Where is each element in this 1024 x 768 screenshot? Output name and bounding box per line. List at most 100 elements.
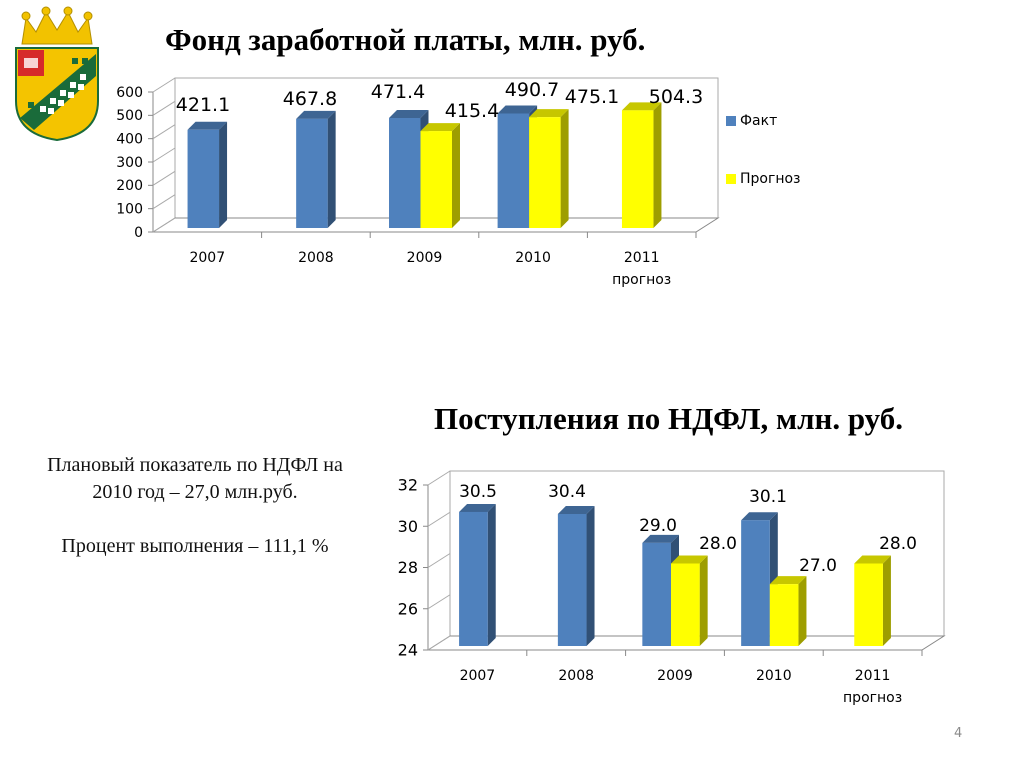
c2-data-label: 30.1 [749, 487, 787, 507]
c2-bar-forecast [854, 563, 883, 646]
c2-bar-side [586, 506, 595, 646]
c2-y-tick-label: 32 [398, 476, 418, 495]
c2-bar-top [459, 503, 496, 512]
c2-y-tick-label: 30 [398, 517, 418, 536]
c1-bar-forecast [621, 110, 654, 228]
c2-bar-top [769, 576, 807, 585]
c1-data-label: 471.4 [371, 81, 425, 103]
c1-y-tick-label: 300 [116, 155, 143, 171]
c1-y-tick-label: 600 [116, 85, 143, 101]
c2-y-tick-diag [427, 511, 451, 527]
c2-bar-top [854, 555, 891, 564]
c2-data-label: 30.5 [459, 482, 497, 502]
c1-x-tick-label: 2009 [407, 250, 443, 266]
c2-bar-side [699, 555, 708, 646]
legend-swatch-fact [726, 116, 736, 126]
c1-x-tick-label: прогноз [612, 272, 671, 288]
c1-y-tick-diag [152, 100, 176, 116]
c1-y-tick-diag [152, 77, 176, 93]
c1-bar-top [529, 109, 569, 118]
chart1-title: Фонд заработной платы, млн. руб. [165, 22, 646, 57]
c2-bar-forecast [671, 563, 700, 646]
c1-y-tick-diag [152, 124, 176, 140]
c1-x-tick-label: 2007 [189, 250, 225, 266]
c1-bar-fact [389, 118, 421, 228]
c2-x-tick-label: 2009 [657, 668, 693, 684]
c1-y-tick-label: 200 [116, 178, 143, 194]
c1-data-label: 504.3 [649, 86, 703, 108]
c2-y-tick-label: 28 [398, 558, 418, 577]
c1-x-tick-label: 2008 [298, 250, 334, 266]
c2-data-label: 29.0 [639, 516, 677, 536]
c1-bar-side [653, 102, 662, 228]
c1-y-tick-diag [152, 170, 176, 186]
c1-y-tick-label: 500 [116, 108, 143, 124]
c2-x-tick-label: 2010 [756, 668, 792, 684]
c2-bar-top [642, 534, 679, 543]
c2-y-tick-diag [427, 594, 451, 610]
c1-data-label: 415.4 [445, 100, 499, 122]
c1-y-tick-label: 0 [134, 225, 143, 241]
c1-bar-top [296, 110, 336, 119]
c1-bar-top [497, 105, 538, 114]
c1-data-label: 490.7 [505, 79, 559, 101]
chart2-title: Поступления по НДФЛ, млн. руб. [434, 401, 904, 436]
plan-note-line-1: Плановый показатель по НДФЛ на 2010 год … [47, 454, 343, 503]
plan-note-line-2: Процент выполнения – 111,1 % [61, 535, 329, 557]
c1-y-tick-diag [152, 147, 176, 163]
page-number: 4 [954, 726, 963, 741]
c1-bar-side [327, 110, 336, 228]
c1-data-label: 421.1 [176, 94, 230, 116]
c1-data-label: 467.8 [283, 88, 337, 110]
c1-bar-fact [497, 113, 530, 228]
c2-bar-top [557, 506, 595, 514]
c1-x-tick-label: 2010 [515, 250, 551, 266]
c2-x-tick-label: 2008 [558, 668, 594, 684]
legend-label-fact: Факт [740, 113, 778, 129]
c1-bar-forecast [420, 131, 452, 228]
c1-bar-side [560, 109, 569, 228]
c2-data-label: 28.0 [699, 534, 737, 554]
c1-y-tick-label: 400 [116, 132, 143, 148]
c2-y-tick-label: 26 [398, 599, 418, 618]
c2-x-tick-label: 2011 [855, 668, 891, 684]
plan-note: Плановый показатель по НДФЛ на 2010 год … [30, 452, 360, 560]
c2-bar-fact [557, 514, 587, 646]
legend-item-forecast: Прогноз [726, 171, 801, 187]
c1-bar-top [187, 121, 228, 130]
c2-bar-side [798, 576, 807, 646]
c2-bar-top [741, 512, 778, 521]
legend-label-forecast: Прогноз [740, 171, 801, 187]
c1-bar-fact [296, 118, 328, 228]
legend-swatch-forecast [726, 174, 736, 184]
c1-y-tick-diag [152, 194, 176, 210]
c2-bar-top [671, 555, 708, 564]
c2-y-tick-diag [427, 470, 451, 486]
c2-x-tick-label: прогноз [843, 690, 902, 706]
c2-bar-side [487, 503, 496, 646]
c1-x-tick-label: 2011 [624, 250, 660, 266]
c2-x-tick-label: 2007 [460, 668, 496, 684]
c1-bar-forecast [529, 117, 561, 228]
c1-bar-top [389, 110, 429, 119]
c2-y-tick-label: 24 [398, 641, 418, 660]
c1-bar-fact [187, 129, 220, 228]
c2-bar-side [882, 555, 891, 646]
c2-y-tick-diag [427, 635, 451, 651]
c1-data-label: 475.1 [565, 86, 619, 108]
c1-bar-side [451, 123, 460, 228]
legend-item-fact: Факт [726, 113, 777, 129]
c1-y-tick-label: 100 [116, 202, 143, 218]
c2-bar-fact [642, 542, 671, 646]
c2-data-label: 30.4 [548, 482, 586, 502]
c2-data-label: 27.0 [799, 556, 837, 576]
c2-data-label: 28.0 [879, 534, 917, 554]
c2-bar-forecast [769, 584, 799, 646]
c2-bar-fact [459, 511, 488, 646]
c1-bar-side [219, 121, 228, 228]
c2-y-tick-diag [427, 553, 451, 568]
c1-bar-top [621, 102, 662, 111]
c1-bar-top [420, 123, 460, 132]
